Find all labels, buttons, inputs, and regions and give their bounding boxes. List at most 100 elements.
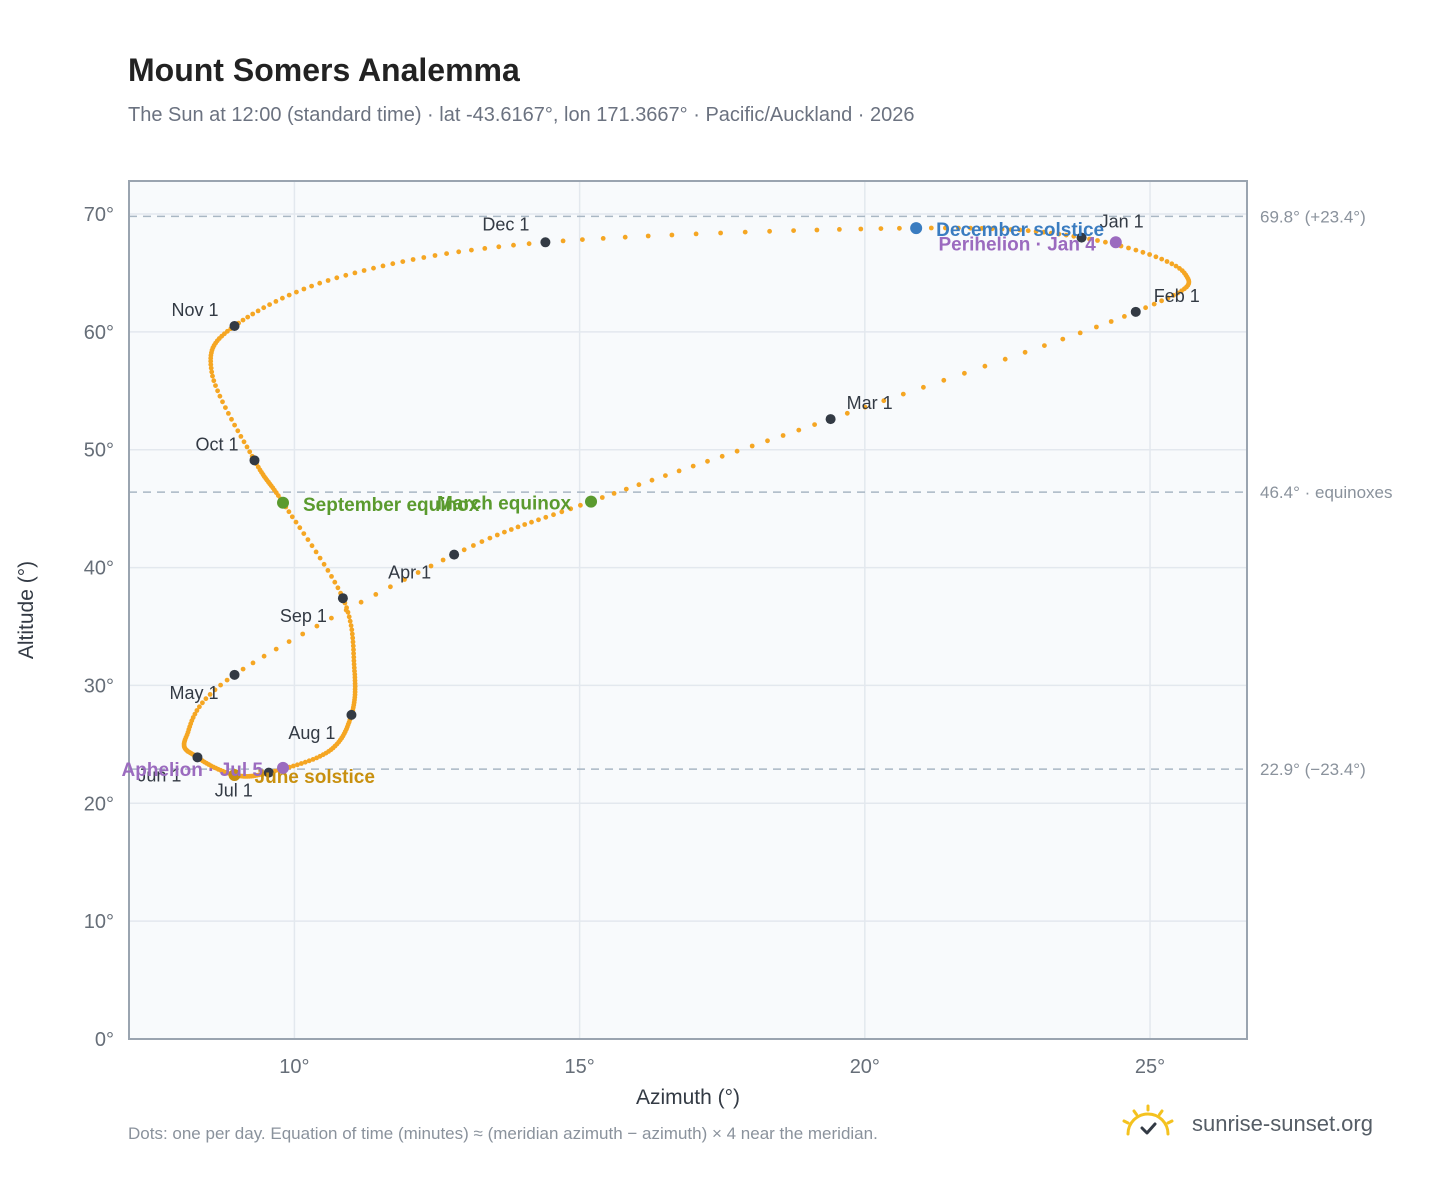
plot-frame	[128, 180, 1248, 1040]
daily-dot	[1033, 229, 1039, 234]
daily-dot	[461, 547, 467, 553]
month-marker	[263, 767, 274, 778]
daily-dot	[226, 411, 231, 416]
daily-dot	[428, 563, 434, 569]
daily-dot	[718, 230, 723, 236]
daily-dot	[351, 654, 357, 660]
month-marker	[825, 414, 836, 425]
daily-dot	[1151, 301, 1157, 307]
daily-dot	[536, 517, 541, 523]
month-label: Oct 1	[195, 434, 238, 454]
daily-dot	[663, 473, 668, 478]
event-marker	[277, 496, 290, 509]
daily-dot	[508, 527, 514, 532]
daily-dot	[213, 383, 218, 388]
daily-dot	[261, 653, 267, 659]
daily-dot	[636, 482, 642, 488]
month-marker	[1130, 306, 1141, 317]
daily-dot	[289, 514, 295, 520]
daily-dot	[373, 592, 379, 597]
month-marker	[192, 752, 203, 763]
daily-dot	[1147, 252, 1152, 257]
daily-dot	[941, 377, 947, 383]
daily-dot	[560, 238, 566, 244]
daily-dot	[321, 561, 327, 567]
daily-dot	[1175, 290, 1181, 296]
daily-dot	[345, 609, 351, 615]
daily-dot	[245, 314, 251, 320]
daily-dot	[351, 665, 357, 671]
daily-dot	[487, 535, 493, 541]
month-label: Jul 1	[215, 781, 253, 801]
daily-dot	[255, 308, 261, 314]
daily-dot	[1041, 229, 1047, 235]
reference-line-label: 22.9° (−23.4°)	[1260, 760, 1366, 779]
daily-dot	[349, 631, 355, 637]
daily-dot	[212, 687, 218, 693]
daily-dot	[742, 229, 748, 235]
event-marker	[228, 769, 241, 781]
daily-dot	[225, 328, 230, 334]
daily-dot	[224, 677, 230, 683]
daily-dot	[1173, 263, 1179, 269]
sun-logo-icon	[1122, 1104, 1174, 1136]
month-marker	[346, 709, 357, 720]
daily-dot	[267, 302, 272, 307]
daily-dot	[273, 646, 279, 652]
month-marker	[540, 237, 551, 248]
daily-dot	[350, 639, 356, 645]
daily-dot	[900, 391, 906, 397]
daily-dot	[280, 295, 285, 301]
daily-dot	[1159, 256, 1165, 262]
daily-dot	[1087, 236, 1092, 242]
daily-dot	[511, 242, 516, 248]
daily-dot	[780, 433, 786, 438]
daily-dot	[1153, 254, 1159, 260]
daily-dot	[791, 228, 796, 234]
event-label: June solstice	[255, 767, 375, 788]
daily-dot	[749, 443, 755, 449]
month-marker	[337, 593, 348, 604]
daily-dot	[943, 225, 948, 231]
daily-dot	[210, 373, 215, 379]
x-tick-label: 25°	[1135, 1056, 1165, 1078]
month-label: Jan 1	[1100, 212, 1144, 232]
daily-dot	[1165, 295, 1171, 301]
daily-dot	[238, 434, 244, 439]
daily-dot	[325, 278, 331, 283]
daily-dot	[1169, 261, 1175, 267]
daily-dot	[293, 519, 299, 525]
month-label: Aug 1	[288, 723, 335, 743]
daily-dot	[286, 509, 292, 515]
daily-dot	[580, 237, 585, 243]
daily-dot	[348, 623, 354, 628]
daily-dot	[388, 584, 393, 590]
daily-dot	[1071, 233, 1077, 239]
daily-dot	[361, 268, 367, 273]
daily-dot	[956, 225, 961, 231]
x-tick-label: 15°	[564, 1056, 594, 1078]
daily-dot	[346, 614, 352, 620]
chart-title: Mount Somers Analemma	[128, 52, 520, 88]
daily-dot	[1025, 228, 1031, 234]
daily-dot	[543, 514, 549, 520]
x-tick-label: 20°	[850, 1056, 880, 1078]
event-marker	[910, 222, 923, 235]
daily-dot	[669, 232, 675, 238]
daily-dot	[250, 311, 256, 317]
daily-dot	[207, 692, 213, 697]
daily-dot	[343, 272, 349, 278]
daily-dot	[325, 568, 331, 573]
y-tick-label: 20°	[84, 793, 114, 815]
daily-dot	[313, 549, 319, 555]
daily-dot	[390, 261, 396, 267]
daily-dot	[962, 370, 967, 376]
brand[interactable]: sunrise-sunset.org	[1118, 1102, 1373, 1146]
daily-dot	[301, 286, 307, 292]
daily-dot	[600, 236, 606, 241]
event-marker	[277, 761, 290, 774]
daily-dot	[1164, 259, 1170, 264]
month-label: May 1	[169, 683, 218, 703]
daily-dot	[837, 227, 842, 232]
